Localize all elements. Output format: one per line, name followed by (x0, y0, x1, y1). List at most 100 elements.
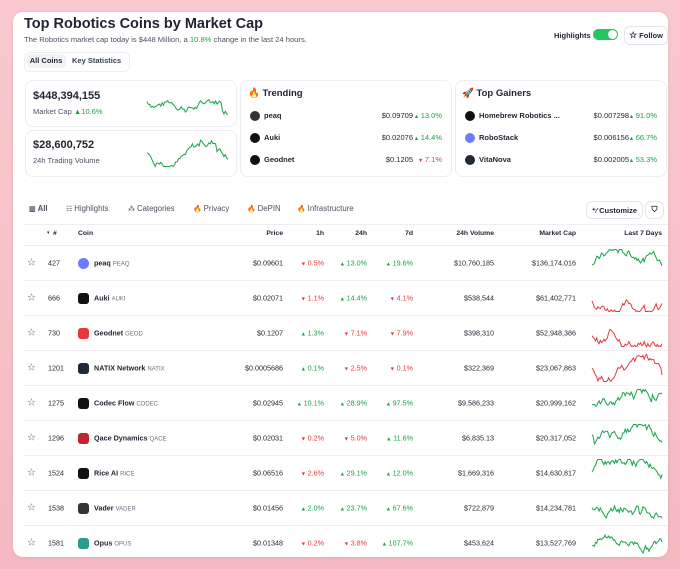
star[interactable]: ☆ (27, 327, 36, 339)
market-cap: $136,174,016 (532, 258, 576, 268)
subtitle-text: The Robotics market cap today is $448 Mi… (24, 35, 190, 44)
change-h24-text: 28.9% (346, 398, 367, 408)
change-h24-text: 13.0% (346, 258, 367, 268)
column-header: Price (266, 230, 283, 237)
price: $0.01348 (253, 538, 283, 548)
coin-change-text: 91.0% (635, 111, 657, 120)
tab[interactable]: All Coins (26, 54, 66, 68)
stat-label: 24h Trading Volume (33, 156, 100, 165)
tab[interactable]: Key Statistics (72, 56, 122, 65)
coin-price: $0.006156 (593, 133, 629, 142)
star[interactable]: ☆ (27, 467, 36, 479)
change-d7-text: 4.1% (396, 293, 413, 303)
sparkline (591, 388, 663, 407)
change-h24: ▼ 2.5% (277, 364, 367, 373)
change-h1: ▲ 10.1% (234, 399, 324, 408)
filter-tab[interactable]: 🔥 Privacy (193, 204, 229, 213)
star[interactable]: ☆ (27, 257, 36, 269)
rank: 666 (48, 293, 60, 303)
change-h24: ▲ 14.4% (277, 294, 367, 303)
filter-button[interactable]: ⛉ (645, 201, 664, 219)
coin-symbol: PEAQ (112, 261, 130, 268)
change-h24-text: 29.1% (346, 468, 367, 478)
star[interactable]: ☆ (27, 537, 36, 549)
row-divider (24, 315, 668, 316)
arrow: ▲ (385, 401, 393, 408)
change-d7: ▼ 0.1% (323, 364, 413, 373)
arrow: ▲ (386, 436, 394, 443)
title: Top Robotics Coins by Market Cap (24, 16, 264, 32)
toggle[interactable] (593, 29, 618, 40)
filter-label: DePIN (257, 204, 281, 213)
column-header: Coin (78, 230, 94, 237)
filter-label: Privacy (203, 204, 230, 213)
column-header: 24h (355, 230, 367, 237)
change-d7-text: 12.0% (392, 468, 413, 478)
coin-icon (78, 467, 89, 479)
stat-card (25, 130, 237, 177)
sparkline (591, 534, 663, 555)
column-header: 7d (405, 230, 413, 237)
change-h1-text: 0.2% (307, 433, 324, 443)
coin-icon (250, 111, 260, 121)
arrow: ▲ (628, 114, 636, 120)
gainers-title: 🚀 Top Gainers (462, 88, 532, 99)
filter-tab[interactable]: ⁂ Categories (128, 204, 175, 213)
rank: 1275 (48, 398, 64, 408)
change-h1: ▲ 1.3% (234, 329, 324, 338)
change-h1: ▼ 1.1% (234, 294, 324, 303)
customize-button[interactable]: ⁺⁄ Customize (586, 201, 643, 219)
customize-label: Customize (599, 205, 638, 215)
coin-change: ▲ 14.4% (412, 133, 442, 142)
coin-change-text: 14.4% (420, 133, 442, 142)
star[interactable]: ☆ (27, 502, 36, 514)
follow-button[interactable]: ☆ Follow (624, 26, 668, 45)
star[interactable]: ☆ (27, 432, 36, 444)
market-cap: $61,402,771 (536, 293, 576, 303)
trending-panel (240, 80, 452, 177)
coin-name: Vader VADER (94, 504, 136, 513)
highlights-label: Highlights (554, 31, 591, 40)
filter-icon: ▥ (29, 206, 38, 213)
volume: $1,669,316 (458, 468, 494, 478)
arrow: ▲ (385, 506, 393, 513)
coin-icon (78, 502, 89, 514)
filter-label: All (37, 204, 48, 213)
change-h24: ▲ 13.0% (277, 259, 367, 268)
column-header: Last 7 Days (624, 230, 662, 237)
coin-icon (250, 133, 260, 143)
column-header: 1h (316, 230, 324, 237)
star[interactable]: ☆ (27, 292, 36, 304)
filter-tab[interactable]: 🔥 Infrastructure (297, 204, 354, 213)
filter-icon: 🔥 (247, 206, 258, 213)
coin-name: Opus OPUS (94, 539, 131, 548)
filter-tab[interactable]: ▥ All (29, 204, 48, 213)
arrow: ▼ (300, 471, 308, 478)
rank: 1201 (48, 363, 64, 373)
coin-price: $0.09709 (381, 111, 413, 120)
change-h24-text: 14.4% (346, 293, 367, 303)
star[interactable]: ☆ (27, 362, 36, 374)
coin-change: ▲ 53.3% (627, 155, 657, 164)
arrow: ▼ (417, 158, 425, 164)
coin-symbol: GEOD (125, 331, 143, 338)
change-d7: ▲ 67.6% (323, 504, 413, 513)
coin-symbol: QACE (149, 436, 167, 443)
row-divider (24, 385, 668, 386)
filter-tab[interactable]: ☷ Highlights (66, 204, 108, 213)
filter-tab[interactable]: 🔥 DePIN (247, 204, 281, 213)
coin-name: Qace Dynamics QACE (94, 434, 167, 443)
change-h24-text: 3.8% (350, 538, 367, 548)
coin-change-text: 7.1% (424, 155, 442, 164)
arrow: ▼ (389, 366, 397, 373)
change-d7-text: 0.1% (396, 363, 413, 373)
coin-name: VitaNova (479, 155, 511, 164)
arrow: ▲ (385, 471, 393, 478)
price: $0.02031 (253, 433, 283, 443)
divider (24, 224, 668, 225)
star[interactable]: ☆ (27, 397, 36, 409)
coin-symbol: VADER (115, 506, 136, 513)
column-header: 24h Volume (456, 230, 494, 237)
sparkline (591, 299, 663, 313)
volume: $322,369 (464, 363, 494, 373)
